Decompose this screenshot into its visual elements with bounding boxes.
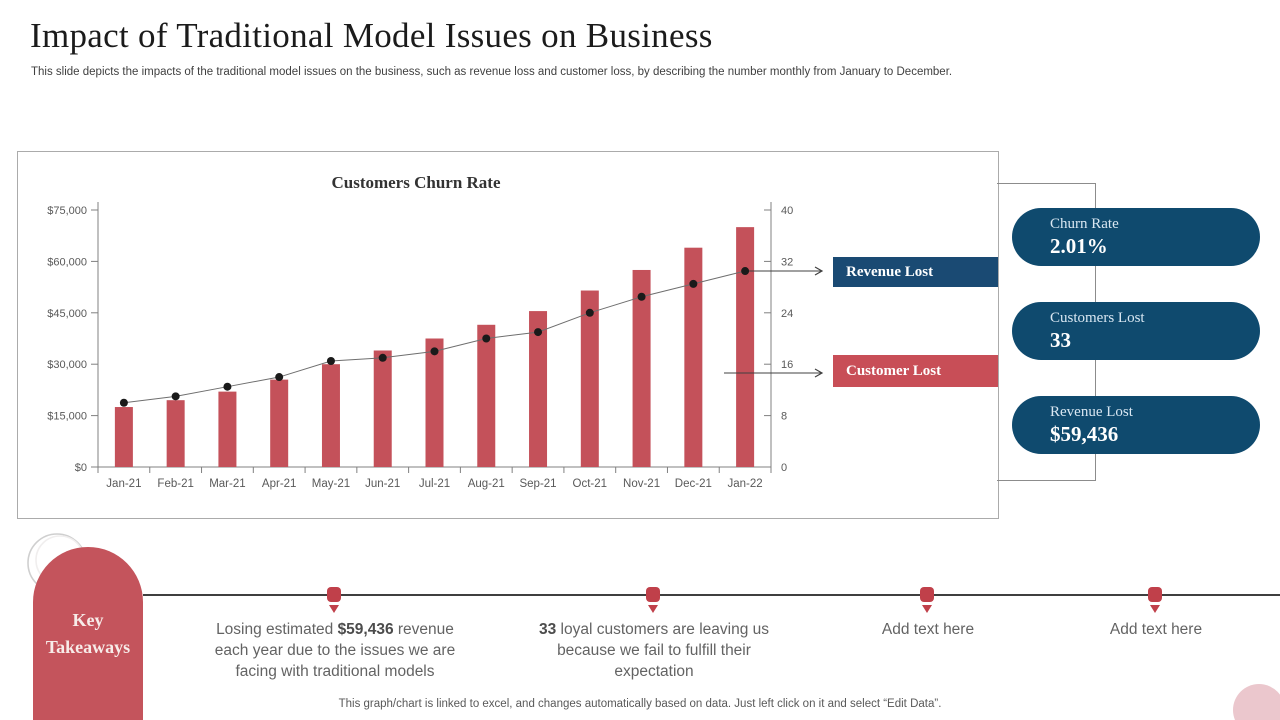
page-title: Impact of Traditional Model Issues on Bu… [30,16,713,55]
stat-pill-customers-lost[interactable]: Customers Lost 33 [1012,302,1260,360]
timeline-arrow-icon [922,605,932,613]
stat-value: 33 [1050,328,1071,352]
svg-text:Feb-21: Feb-21 [157,478,193,490]
timeline-marker-icon [327,587,341,602]
svg-text:Jul-21: Jul-21 [419,478,450,490]
churn-rate-chart[interactable]: $0 $15,000 $30,000 $45,000 $60,000 $75,000 0 8 1… [17,151,999,519]
placeholder-text: Add text here [881,621,975,638]
svg-text:32: 32 [781,256,793,268]
svg-text:$0: $0 [75,462,87,474]
legend-customer-lost-label: Customer Lost [846,362,942,379]
corner-dot-icon [1233,684,1280,720]
timeline-arrow-icon [329,605,339,613]
stat-label: Revenue Lost [1050,404,1133,420]
svg-text:Customers Churn Rate: Customers Churn Rate [331,173,501,192]
legend-revenue-lost: Revenue Lost [833,257,998,287]
svg-text:Apr-21: Apr-21 [262,478,297,490]
stat-value: 2.01% [1050,234,1108,258]
timeline-arrow-icon [1150,605,1160,613]
svg-text:$75,000: $75,000 [47,205,87,217]
takeaway-text-revenue[interactable]: Losing estimated $59,436 revenue each ye… [199,619,471,682]
legend-customer-lost: Customer Lost [833,355,998,387]
svg-text:$60,000: $60,000 [47,256,87,268]
page-subtitle: This slide depicts the impacts of the tr… [31,66,953,78]
takeaway-suffix: revenue each year due to the issues we a… [214,621,456,680]
bracket-line-top [997,183,1096,184]
legend-revenue-lost-label: Revenue Lost [846,263,934,280]
stat-label: Churn Rate [1050,216,1119,232]
svg-text:$15,000: $15,000 [47,411,87,423]
svg-text:0: 0 [781,462,787,474]
stat-pill-churn-rate[interactable]: Churn Rate 2.01% [1012,208,1260,266]
svg-text:Mar-21: Mar-21 [209,478,245,490]
svg-text:16: 16 [781,359,793,371]
placeholder-text: Add text here [1109,621,1203,638]
timeline-marker-icon [646,587,660,602]
svg-text:Sep-21: Sep-21 [519,478,556,490]
stat-value: $59,436 [1050,422,1119,446]
takeaway-suffix: loyal customers are leaving us because w… [556,621,770,680]
takeaways-timeline [143,594,1280,596]
takeaway-placeholder-2[interactable]: Add text here [1080,619,1232,640]
excel-link-note: This graph/chart is linked to excel, and… [338,698,942,710]
svg-text:$30,000: $30,000 [47,359,87,371]
svg-text:8: 8 [781,411,787,423]
takeaway-bold: 33 [538,621,557,638]
stat-pill-revenue-lost[interactable]: Revenue Lost $59,436 [1012,396,1260,454]
svg-text:Jun-21: Jun-21 [365,478,400,490]
svg-text:May-21: May-21 [312,478,350,490]
svg-text:40: 40 [781,205,793,217]
svg-text:Dec-21: Dec-21 [675,478,712,490]
svg-text:Oct-21: Oct-21 [573,478,608,490]
svg-text:Nov-21: Nov-21 [623,478,660,490]
timeline-marker-icon [920,587,934,602]
svg-text:24: 24 [781,308,793,320]
takeaway-prefix: Losing estimated [216,621,338,638]
timeline-arrow-icon [648,605,658,613]
svg-text:Jan-22: Jan-22 [728,478,763,490]
key-takeaways-shape: Key Takeaways [33,547,143,720]
key-takeaways-heading: Key Takeaways [45,610,131,657]
svg-text:$45,000: $45,000 [47,308,87,320]
timeline-marker-icon [1148,587,1162,602]
takeaway-placeholder-1[interactable]: Add text here [852,619,1004,640]
svg-text:Jan-21: Jan-21 [106,478,141,490]
takeaway-text-customers[interactable]: 33 loyal customers are leaving us becaus… [533,619,775,682]
takeaway-bold: $59,436 [337,621,394,638]
svg-text:Aug-21: Aug-21 [468,478,505,490]
churn-chart-svg: $0 $15,000 $30,000 $45,000 $60,000 $75,000 0 8 1… [47,173,824,490]
bracket-line-bottom [997,480,1096,481]
stat-label: Customers Lost [1050,310,1145,326]
